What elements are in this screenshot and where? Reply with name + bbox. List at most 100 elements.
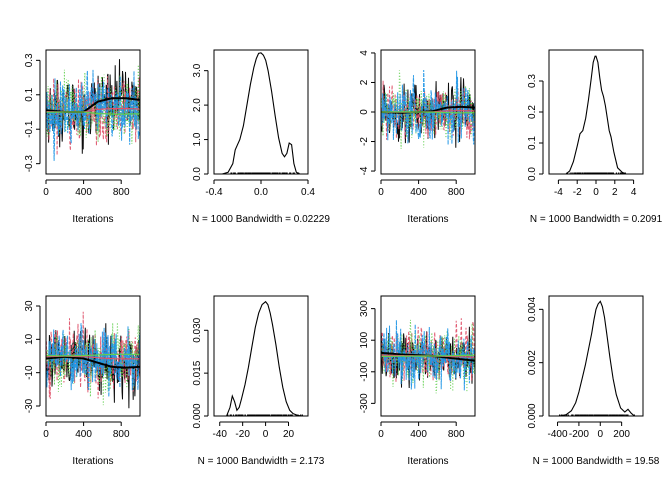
x-tick-label: 0	[263, 429, 269, 440]
rug-marks	[227, 414, 303, 416]
x-tick-label: -400	[548, 429, 568, 440]
x-axis-label: N = 1000 Bandwidth = 2.173	[198, 456, 325, 467]
chain-2-trace	[46, 311, 140, 399]
chain-3-trace	[46, 322, 140, 406]
y-tick-label: 10	[24, 333, 35, 345]
y-tick-label: -300	[359, 393, 370, 413]
x-axis-label: Iterations	[407, 456, 448, 467]
panel-1-trace: 0 400 800 -0.3 -0.1 0.1 0.3 Iterations	[24, 49, 141, 225]
plot-area	[559, 300, 635, 416]
plot-frame	[213, 295, 309, 417]
y-tick-label: 0.1	[24, 87, 35, 101]
y-tick-label: 100	[359, 331, 370, 348]
plot-frame	[548, 49, 644, 175]
x-axis-label: Iterations	[72, 456, 113, 467]
y-tick-label: 3.0	[192, 63, 203, 77]
running-mean-3	[381, 111, 475, 114]
x-tick-label: -200	[569, 429, 589, 440]
y-tick-label: -4	[359, 166, 370, 175]
y-tick-label: 0.1	[527, 136, 538, 150]
plot-frame	[548, 295, 644, 417]
chain-4-trace	[381, 320, 475, 391]
rug-marks	[230, 172, 300, 174]
panel-6-density: -40 -20 0 20 0.000 0.015 0.030 N = 1000 Bandwid…	[192, 295, 325, 467]
panel-2-density: -0.4 0.0 0.40.01.02.03.0N = 1000 Bandwidth…	[192, 49, 330, 225]
running-mean-3	[46, 111, 140, 115]
plot-area	[46, 59, 140, 161]
x-tick-label: -0.4	[205, 187, 223, 198]
x-tick-label: 0	[378, 187, 384, 198]
y-tick-label: 0.2	[527, 105, 538, 119]
y-tick-label: 0.002	[527, 350, 538, 375]
panel-5-trace: 0 400 800 -30 -10 10 30 Iterations	[24, 295, 141, 467]
plot-area	[226, 300, 303, 416]
running-mean-3	[381, 354, 475, 358]
x-tick-label: 400	[75, 429, 92, 440]
panel-3-trace: 0 400 800 -4 -2 0 2 4 Iterations	[359, 49, 476, 225]
y-tick-label: 0.3	[527, 74, 538, 88]
y-tick-label: -0.3	[24, 155, 35, 173]
x-tick-label: -20	[235, 429, 250, 440]
y-tick-label: 1.0	[192, 132, 203, 146]
density-curve	[226, 300, 303, 416]
x-axis-label: N = 1000 Bandwidth = 0.02229	[192, 214, 330, 225]
y-tick-label: 0.3	[24, 53, 35, 67]
plot-frame	[380, 295, 476, 417]
chain-4-trace	[46, 323, 140, 397]
plot-area	[222, 52, 301, 174]
x-axis-label: N = 1000 Bandwidth = 0.2091	[530, 214, 663, 225]
panel-4-density: -4 -2 0 2 4 0.0 0.1 0.2 0.3 N = 1000 Bandwidth = …	[527, 49, 663, 225]
x-tick-label: 20	[283, 429, 295, 440]
rug-marks	[559, 414, 635, 416]
y-tick-label: 0.000	[192, 403, 203, 428]
x-tick-label: 0.4	[301, 187, 315, 198]
x-tick-label: -40	[213, 429, 228, 440]
x-tick-label: 200	[613, 429, 630, 440]
panel-8-density: -400 -200 0 200 0.000 0.002 0.004 N = 1000 Band…	[527, 295, 660, 467]
x-axis-label: N = 1000 Bandwidth = 19.58	[533, 456, 660, 467]
plot-area	[381, 69, 475, 149]
y-tick-label: -30	[24, 398, 35, 413]
plot-area	[565, 55, 627, 174]
y-tick-label: 300	[359, 300, 370, 317]
plot-area	[46, 311, 140, 409]
chain-4-trace	[46, 69, 140, 161]
x-tick-label: 400	[410, 187, 427, 198]
x-tick-label: 4	[631, 187, 637, 198]
y-tick-label: 4	[359, 50, 370, 56]
y-tick-label: -0.1	[24, 120, 35, 138]
y-tick-label: 0.030	[192, 317, 203, 342]
x-tick-label: 2	[612, 187, 618, 198]
x-tick-label: 0	[378, 429, 384, 440]
x-tick-label: -4	[554, 187, 563, 198]
x-tick-label: 0	[593, 187, 599, 198]
x-tick-label: 800	[448, 429, 465, 440]
y-tick-label: 0.015	[192, 360, 203, 385]
running-mean-1	[46, 355, 140, 369]
rug-marks	[566, 172, 626, 174]
density-curve	[559, 300, 635, 416]
plot-area	[381, 318, 475, 394]
y-tick-label: 0.0	[192, 167, 203, 181]
y-tick-label: -100	[359, 361, 370, 381]
y-tick-label: 0.0	[527, 167, 538, 181]
x-tick-label: -2	[573, 187, 582, 198]
y-tick-label: -2	[359, 137, 370, 146]
y-tick-label: 2.0	[192, 98, 203, 112]
density-curve	[565, 55, 627, 174]
y-tick-label: 0.000	[527, 403, 538, 428]
x-tick-label: 400	[75, 187, 92, 198]
x-tick-label: 0	[597, 429, 603, 440]
x-tick-label: 0	[43, 429, 49, 440]
running-mean-3	[46, 353, 140, 357]
x-tick-label: 400	[410, 429, 427, 440]
plot-frame	[380, 49, 476, 175]
x-tick-label: 0	[43, 187, 49, 198]
y-tick-label: 2	[359, 79, 370, 85]
plot-frame	[213, 49, 309, 175]
x-tick-label: 800	[113, 429, 130, 440]
x-tick-label: 0.0	[254, 187, 268, 198]
x-axis-label: Iterations	[72, 214, 113, 225]
plot-frame	[45, 49, 141, 175]
